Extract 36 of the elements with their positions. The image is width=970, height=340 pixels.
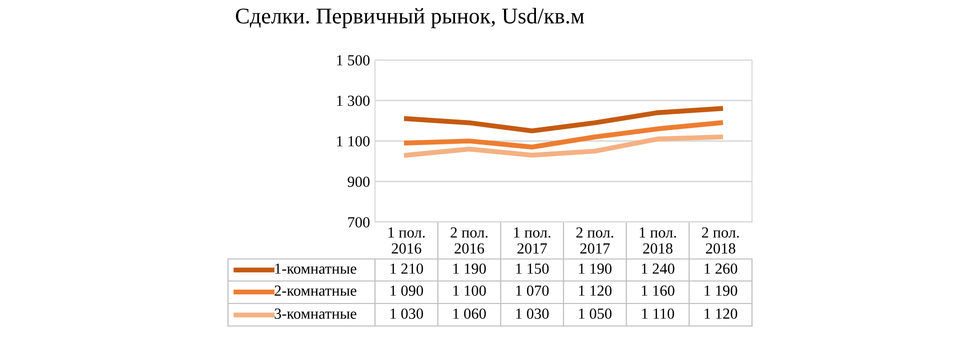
data-label: 1 120 <box>579 286 612 296</box>
x-tick-label: 1 пол. 2016 <box>388 227 425 254</box>
line-series <box>404 120 724 150</box>
y-tick-label: 700 <box>348 217 370 228</box>
x-tick-label: 1 пол. 2017 <box>514 227 550 254</box>
data-label: 1 030 <box>516 308 549 319</box>
data-label: 1 190 <box>704 286 738 296</box>
data-label: 1 090 <box>390 286 424 296</box>
y-tick-label: 900 <box>348 176 370 187</box>
y-tick-label: 1 100 <box>337 136 370 146</box>
x-tick-label: 2 пол. 2018 <box>702 227 739 254</box>
data-label: 1 060 <box>453 308 486 319</box>
data-label: 1 260 <box>704 264 738 274</box>
data-label: 1 100 <box>453 286 486 296</box>
chart-title: Сделки. Первичный рынок, Usd/кв.м <box>236 8 584 28</box>
data-label: 1 110 <box>642 308 674 319</box>
data-label: 1 210 <box>390 264 424 274</box>
x-tick-label: 2 пол. 2016 <box>450 227 488 254</box>
line-series <box>404 106 724 134</box>
x-tick-label: 1 пол. 2018 <box>640 227 676 254</box>
y-tick-label: 1 500 <box>337 55 370 66</box>
data-label: 1 160 <box>642 286 674 296</box>
data-label: 1 150 <box>516 264 549 274</box>
legend-label: 2-комнатные <box>274 286 356 296</box>
y-tick-label: 1 300 <box>337 96 370 106</box>
data-label: 1 120 <box>704 308 738 319</box>
data-label: 1 070 <box>516 286 549 296</box>
data-label: 1 240 <box>642 264 674 274</box>
data-label: 1 050 <box>579 308 612 319</box>
legend-label: 1-комнатные <box>275 264 356 274</box>
data-label: 1 190 <box>579 264 612 274</box>
data-label: 1 030 <box>390 308 424 319</box>
x-tick-label: 2 пол. 2017 <box>576 227 614 254</box>
line-series <box>404 134 724 158</box>
data-label: 1 190 <box>453 264 486 274</box>
legend-label: 3-комнатные <box>274 308 356 319</box>
